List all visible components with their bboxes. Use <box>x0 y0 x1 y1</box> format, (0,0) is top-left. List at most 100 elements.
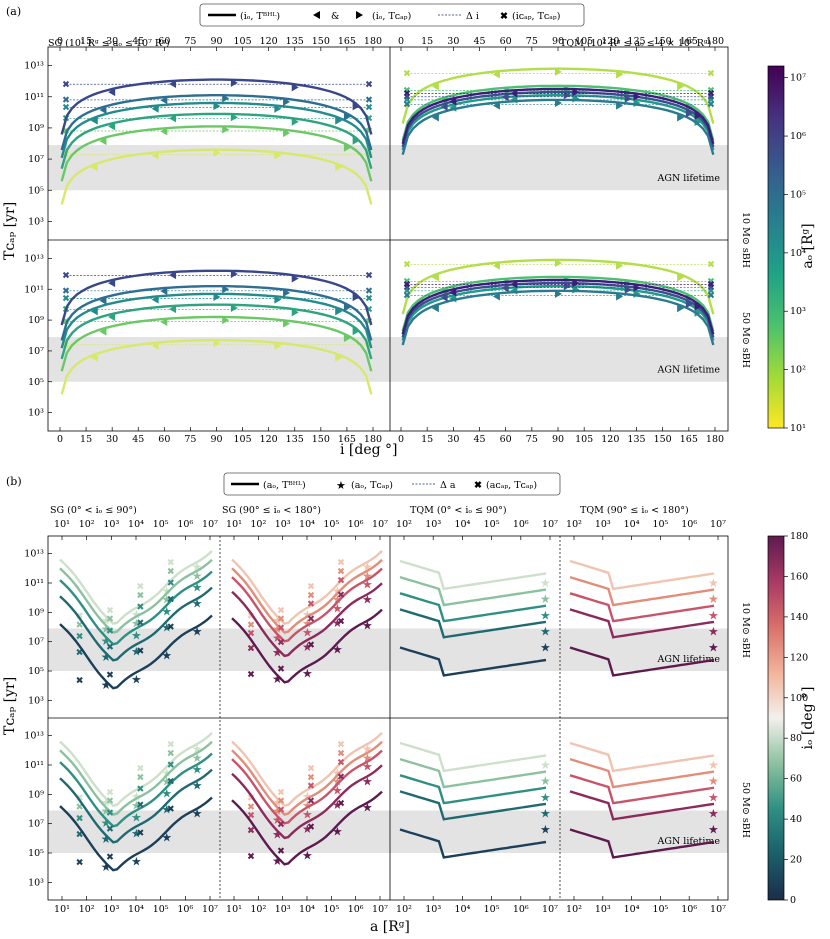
x-tick-label-top: 10⁶ <box>513 519 529 530</box>
triangle-marker <box>563 282 571 291</box>
x-tick-label-top: 30 <box>106 36 118 47</box>
triangle-marker <box>274 295 282 304</box>
y-tick-label: 10⁹ <box>28 123 44 134</box>
star-marker: ★ <box>192 763 203 777</box>
series-curve-a <box>401 87 715 145</box>
x-tick-label: 15 <box>80 434 92 445</box>
star-marker: ★ <box>302 625 313 639</box>
x-tick-label-top: 0 <box>398 36 404 47</box>
x-tick-label: 10¹ <box>226 904 242 915</box>
y-tick-label: 10¹³ <box>24 253 44 264</box>
agn-lifetime-label: AGN lifetime <box>657 654 721 665</box>
cross-marker: ✖ <box>365 286 373 297</box>
x-tick-label: 10³ <box>595 904 611 915</box>
triangle-marker <box>501 93 509 102</box>
series-curve-a <box>401 275 715 332</box>
star-marker: ★ <box>101 622 112 636</box>
cross-marker: ✖ <box>277 820 285 831</box>
x-tick-label-top: 165 <box>680 36 698 47</box>
star-marker: ★ <box>272 613 283 627</box>
series-curve-a <box>60 315 373 372</box>
legend-cross-label: (iᴄₐₚ, Tᴄₐₚ) <box>512 11 560 22</box>
agn-lifetime-band <box>390 145 728 191</box>
series-curve-b <box>569 790 715 821</box>
cross-marker: ✖ <box>707 260 715 271</box>
cross-marker: ✖ <box>76 830 84 841</box>
triangle-marker <box>99 137 107 146</box>
triangle-marker <box>335 307 343 316</box>
series-curve-b <box>569 559 715 591</box>
series-curve-b <box>59 768 213 844</box>
agn-lifetime-label: AGN lifetime <box>657 173 721 184</box>
star-marker: ★ <box>272 795 283 809</box>
x-tick-label: 10⁷ <box>542 904 558 915</box>
legend-b-line-label: (aₒ, Tᴮᴴᴸ) <box>263 480 306 491</box>
x-tick-label: 180 <box>364 434 382 445</box>
x-tick-label-top: 10⁷ <box>710 519 726 530</box>
col-title-sg: SG (10¹ Rᵍ ≤ aₒ ≤ 10⁷ Rᵍ) <box>48 38 170 49</box>
star-marker: ★ <box>540 641 551 655</box>
star-marker: ★ <box>332 825 343 839</box>
triangle-marker <box>616 70 624 79</box>
star-marker: ★ <box>161 766 172 780</box>
cross-marker: ✖ <box>62 270 70 281</box>
series-curve-a <box>401 98 715 156</box>
triangle-marker <box>213 339 221 348</box>
colorbar-tick-label: 60 <box>790 774 802 785</box>
star-marker: ★ <box>362 560 373 574</box>
star-marker: ★ <box>362 774 373 788</box>
star-marker: ★ <box>192 597 203 611</box>
star-marker: ★ <box>362 760 373 774</box>
star-marker: ★ <box>101 650 112 664</box>
triangle-marker <box>492 101 500 110</box>
star-marker: ★ <box>332 766 343 780</box>
x-tick-label-top: 90 <box>552 36 564 47</box>
x-tick-label-top: 150 <box>654 36 672 47</box>
cross-marker: ✖ <box>167 804 175 815</box>
series-curve-b <box>569 592 715 623</box>
star-marker: ★ <box>131 790 142 804</box>
star-marker: ★ <box>302 807 313 821</box>
col-title-b-tqm-high: TQM (90° ≤ iₒ < 180°) <box>580 505 689 516</box>
cross-marker: ✖ <box>707 89 715 100</box>
colorbar-b <box>767 535 785 901</box>
legend-left-triangle-icon <box>313 11 320 19</box>
triangle-marker <box>274 151 282 160</box>
triangle-marker <box>572 279 580 288</box>
star-marker: ★ <box>332 783 343 797</box>
triangle-marker <box>222 316 230 325</box>
triangle-marker <box>108 279 116 288</box>
x-tick-label-top: 180 <box>364 36 382 47</box>
star-marker: ★ <box>131 826 142 840</box>
star-marker: ★ <box>272 813 283 827</box>
series-curve-b <box>231 740 383 816</box>
star-marker: ★ <box>192 560 203 574</box>
star-marker: ★ <box>302 790 313 804</box>
colorbar-tick-label: 40 <box>790 814 802 825</box>
cross-marker: ✖ <box>337 757 345 768</box>
x-tick-label-top: 10⁴ <box>128 519 144 530</box>
triangle-marker <box>440 293 448 302</box>
x-tick-label: 45 <box>132 434 144 445</box>
star-marker: ★ <box>540 823 551 837</box>
y-tick-label: 10⁹ <box>28 607 44 618</box>
x-tick-label: 180 <box>706 434 724 445</box>
triangle-marker <box>343 143 351 152</box>
series-curve-b <box>231 764 383 840</box>
x-tick-label: 30 <box>106 434 118 445</box>
star-marker: ★ <box>101 860 112 874</box>
series-curve-a <box>60 303 373 360</box>
x-tick-label-top: 10³ <box>595 519 611 530</box>
triangle-marker <box>694 111 702 120</box>
triangle-marker <box>492 70 500 79</box>
series-curve-b <box>59 732 213 808</box>
agn-lifetime-band <box>390 810 560 853</box>
triangle-marker <box>90 116 98 125</box>
triangle-marker <box>335 116 343 125</box>
x-tick-label: 75 <box>526 434 538 445</box>
colorbar-a-label: aₒ [Rᵍ] <box>800 223 816 268</box>
star-marker: ★ <box>332 775 343 789</box>
cross-marker: ✖ <box>365 340 373 351</box>
series-curve-a <box>60 269 373 326</box>
cross-marker: ✖ <box>167 748 175 759</box>
